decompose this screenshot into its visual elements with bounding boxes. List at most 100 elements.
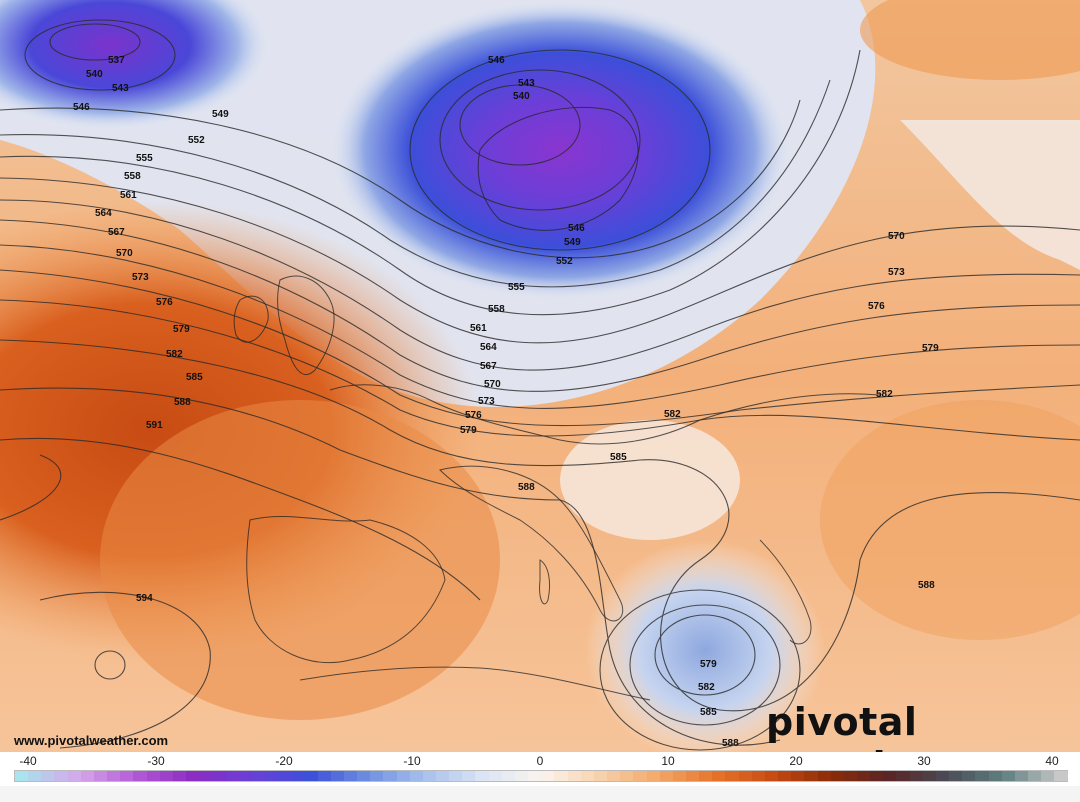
contour-label-567: 567 bbox=[480, 361, 497, 372]
colorbar-segment bbox=[896, 771, 910, 781]
colorbar-segment bbox=[317, 771, 331, 781]
colorbar-segment bbox=[541, 771, 555, 781]
colorbar-segment bbox=[528, 771, 542, 781]
contour-label-585: 585 bbox=[700, 707, 717, 718]
contour-label-552: 552 bbox=[188, 135, 205, 146]
colorbar-segment bbox=[93, 771, 108, 781]
colorbar-tick: -10 bbox=[403, 754, 421, 768]
colorbar-segment bbox=[751, 771, 765, 781]
colorbar-strip bbox=[14, 770, 1068, 782]
colorbar-segment bbox=[475, 771, 489, 781]
colorbar-segment bbox=[15, 771, 29, 781]
contour-label-543: 543 bbox=[112, 83, 129, 94]
colorbar-segment bbox=[699, 771, 713, 781]
contour-label-573: 573 bbox=[132, 272, 149, 283]
contour-label-573: 573 bbox=[888, 267, 905, 278]
contour-label-588: 588 bbox=[722, 738, 739, 749]
contour-label-540: 540 bbox=[513, 91, 530, 102]
contour-label-588: 588 bbox=[174, 397, 191, 408]
colorbar-segment bbox=[685, 771, 700, 781]
weather-map: 537 540 543 546 549 552 555 558 561 564 … bbox=[0, 0, 1080, 752]
contour-label-573: 573 bbox=[478, 396, 495, 407]
colorbar-segment bbox=[186, 771, 200, 781]
colorbar-segment bbox=[988, 771, 1002, 781]
colorbar-segment bbox=[567, 771, 581, 781]
contour-label-546: 546 bbox=[488, 55, 505, 66]
contour-label-588: 588 bbox=[518, 482, 535, 493]
colorbar-segment bbox=[620, 771, 634, 781]
colorbar-segment bbox=[251, 771, 265, 781]
colorbar-segment bbox=[330, 771, 344, 781]
contour-label-558: 558 bbox=[124, 171, 141, 182]
colorbar-segment bbox=[172, 771, 187, 781]
contour-label-537: 537 bbox=[108, 55, 125, 66]
colorbar-segment bbox=[593, 771, 608, 781]
colorbar-segment bbox=[146, 771, 160, 781]
colorbar-segment bbox=[738, 771, 752, 781]
watermark-url: www.pivotalweather.com bbox=[14, 733, 169, 748]
colorbar-tick: -20 bbox=[275, 754, 293, 768]
contour-label-582: 582 bbox=[664, 409, 681, 420]
contour-label-543: 543 bbox=[518, 78, 535, 89]
colorbar-segment bbox=[225, 771, 239, 781]
contour-label-576: 576 bbox=[465, 410, 482, 421]
colorbar-segment bbox=[291, 771, 305, 781]
colorbar-segment bbox=[830, 771, 844, 781]
contour-label-576: 576 bbox=[868, 301, 885, 312]
contour-label-564: 564 bbox=[95, 208, 112, 219]
colorbar-tick: -30 bbox=[147, 754, 165, 768]
contour-label-570: 570 bbox=[484, 379, 501, 390]
contour-label-579: 579 bbox=[700, 659, 717, 670]
colorbar-segment bbox=[67, 771, 81, 781]
colorbar-segment bbox=[133, 771, 147, 781]
bottom-bar bbox=[0, 786, 1080, 802]
colorbar-segment bbox=[712, 771, 726, 781]
colorbar-segment bbox=[436, 771, 450, 781]
colorbar-segment bbox=[646, 771, 660, 781]
colorbar-segment bbox=[725, 771, 739, 781]
colorbar-segment bbox=[422, 771, 436, 781]
contour-label-582: 582 bbox=[698, 682, 715, 693]
colorbar-segment bbox=[488, 771, 502, 781]
contour-label-579: 579 bbox=[460, 425, 477, 436]
colorbar-segment bbox=[659, 771, 673, 781]
colorbar-segment bbox=[922, 771, 936, 781]
colorbar-segment bbox=[159, 771, 173, 781]
colorbar-segment bbox=[1001, 771, 1015, 781]
colorbar-segment bbox=[54, 771, 68, 781]
colorbar-segment bbox=[1041, 771, 1055, 781]
colorbar-segment bbox=[120, 771, 134, 781]
colorbar-segment bbox=[554, 771, 568, 781]
colorbar-segment bbox=[107, 771, 121, 781]
colorbar-segment bbox=[41, 771, 55, 781]
colorbar-segment bbox=[857, 771, 871, 781]
colorbar-segment bbox=[304, 771, 318, 781]
colorbar-segment bbox=[817, 771, 831, 781]
contour-label-591: 591 bbox=[146, 420, 163, 431]
colorbar-segment bbox=[396, 771, 410, 781]
contour-label-594: 594 bbox=[136, 593, 153, 604]
colorbar-segment bbox=[449, 771, 463, 781]
contour-label-582: 582 bbox=[876, 389, 893, 400]
colorbar-segment bbox=[343, 771, 358, 781]
contour-label-561: 561 bbox=[470, 323, 487, 334]
colorbar-segment bbox=[764, 771, 779, 781]
colorbar-segment bbox=[199, 771, 213, 781]
contour-label-552: 552 bbox=[556, 256, 573, 267]
colorbar-segment bbox=[462, 771, 476, 781]
colorbar-segment bbox=[633, 771, 647, 781]
contour-label-561: 561 bbox=[120, 190, 137, 201]
colorbar-segment bbox=[975, 771, 989, 781]
colorbar-tick: 20 bbox=[789, 754, 803, 768]
colorbar-segment bbox=[501, 771, 515, 781]
contour-label-570: 570 bbox=[116, 248, 133, 259]
contour-label-549: 549 bbox=[564, 237, 581, 248]
colorbar-segment bbox=[264, 771, 279, 781]
contour-label-540: 540 bbox=[86, 69, 103, 80]
colorbar-segment bbox=[843, 771, 857, 781]
contour-label-579: 579 bbox=[173, 324, 190, 335]
colorbar-segment bbox=[778, 771, 792, 781]
contour-label-588: 588 bbox=[918, 580, 935, 591]
colorbar-segment bbox=[962, 771, 976, 781]
colorbar-segment bbox=[909, 771, 923, 781]
